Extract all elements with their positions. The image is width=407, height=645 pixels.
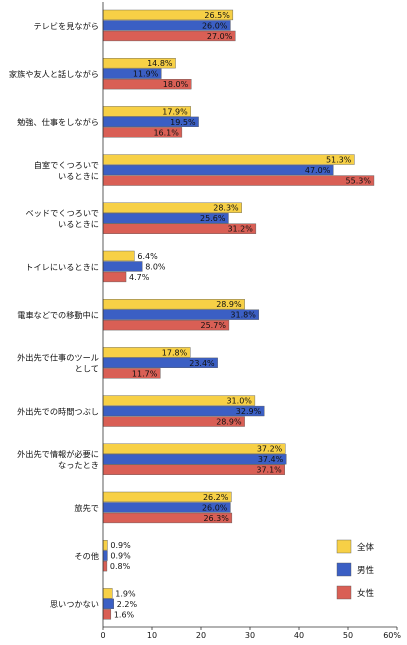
- bar: [102, 175, 375, 186]
- category-label: テレビを見ながら: [33, 21, 99, 31]
- bar: [102, 561, 108, 572]
- data-label: 26.0%: [202, 503, 228, 512]
- data-label: 2.2%: [117, 600, 138, 609]
- x-tick-label: 0: [100, 631, 105, 640]
- x-tick-label: 60%: [383, 631, 401, 640]
- data-label: 17.9%: [162, 107, 188, 116]
- legend-label: 女性: [357, 588, 375, 599]
- data-label: 23.4%: [189, 359, 215, 368]
- category-label: 電車などでの移動中に: [17, 310, 99, 320]
- bar: [102, 609, 112, 620]
- bar: [102, 598, 114, 610]
- category-label: 外出先で情報が必要に: [17, 449, 99, 459]
- x-tick-label: 20: [196, 631, 206, 640]
- data-label: 37.1%: [256, 466, 282, 475]
- bar: [102, 154, 355, 165]
- data-label: 51.3%: [326, 156, 352, 165]
- bar: [102, 164, 334, 176]
- data-label: 31.2%: [227, 225, 253, 234]
- legend-label: 全体: [357, 542, 375, 553]
- category-label: 外出先で仕事のツール: [17, 353, 99, 363]
- bar: [102, 588, 113, 599]
- data-label: 25.7%: [201, 321, 227, 330]
- category-label: その他: [74, 551, 99, 561]
- data-label: 11.7%: [132, 369, 158, 378]
- data-label: 31.8%: [230, 311, 256, 320]
- legend-swatch: [336, 562, 352, 577]
- category-label: いるときに: [58, 171, 99, 181]
- bar: [102, 550, 108, 561]
- bar: [102, 540, 108, 551]
- x-tick-label: 50: [343, 631, 353, 640]
- legend-label: 男性: [357, 565, 375, 576]
- data-label: 37.4%: [258, 455, 284, 464]
- category-label: ベッドでくつろいで: [26, 208, 99, 218]
- data-label: 0.9%: [110, 552, 131, 561]
- data-label: 8.0%: [145, 262, 166, 271]
- data-label: 26.2%: [203, 493, 229, 502]
- data-label: 25.6%: [200, 214, 226, 223]
- data-label: 0.9%: [110, 541, 131, 550]
- bar: [102, 271, 127, 283]
- bar: [102, 250, 135, 262]
- legend-swatch: [336, 539, 352, 554]
- data-label: 4.7%: [129, 273, 150, 282]
- data-label: 19.5%: [170, 118, 196, 127]
- category-label: 家族や友人と話しながら: [9, 69, 99, 79]
- data-label: 28.9%: [216, 418, 242, 427]
- data-label: 37.2%: [257, 445, 283, 454]
- data-label: 18.0%: [163, 80, 189, 89]
- category-label: 思いつかない: [50, 599, 99, 609]
- data-label: 55.3%: [346, 177, 372, 186]
- data-label: 1.9%: [115, 589, 136, 598]
- category-label: いるときに: [58, 219, 99, 229]
- bar: [102, 261, 143, 272]
- category-label: なったとき: [58, 460, 99, 470]
- data-label: 27.0%: [207, 32, 233, 41]
- data-label: 32.9%: [236, 407, 262, 416]
- data-label: 26.5%: [204, 11, 230, 20]
- data-label: 28.9%: [216, 300, 242, 309]
- data-label: 11.9%: [133, 70, 159, 79]
- category-label: 自室でくつろいで: [34, 160, 99, 170]
- data-label: 0.8%: [110, 562, 131, 571]
- category-label: トイレにいるときに: [25, 262, 99, 272]
- data-label: 47.0%: [305, 166, 331, 175]
- legend-swatch: [336, 585, 352, 600]
- data-label: 26.0%: [202, 21, 228, 30]
- data-label: 26.3%: [203, 514, 229, 523]
- category-label: 旅先で: [74, 503, 99, 513]
- category-label: 外出先での時間つぶし: [17, 406, 99, 416]
- data-label: 1.6%: [114, 610, 135, 619]
- x-tick-label: 40: [294, 631, 304, 640]
- data-label: 28.3%: [213, 204, 239, 213]
- data-label: 31.0%: [226, 397, 252, 406]
- category-label: として: [75, 364, 99, 374]
- x-tick-label: 10: [147, 631, 157, 640]
- data-label: 17.8%: [162, 348, 188, 357]
- data-label: 14.8%: [147, 59, 173, 68]
- data-label: 6.4%: [137, 252, 158, 261]
- data-label: 16.1%: [153, 128, 179, 137]
- x-tick-label: 30: [245, 631, 255, 640]
- category-label: 勉強、仕事をしながら: [17, 117, 99, 127]
